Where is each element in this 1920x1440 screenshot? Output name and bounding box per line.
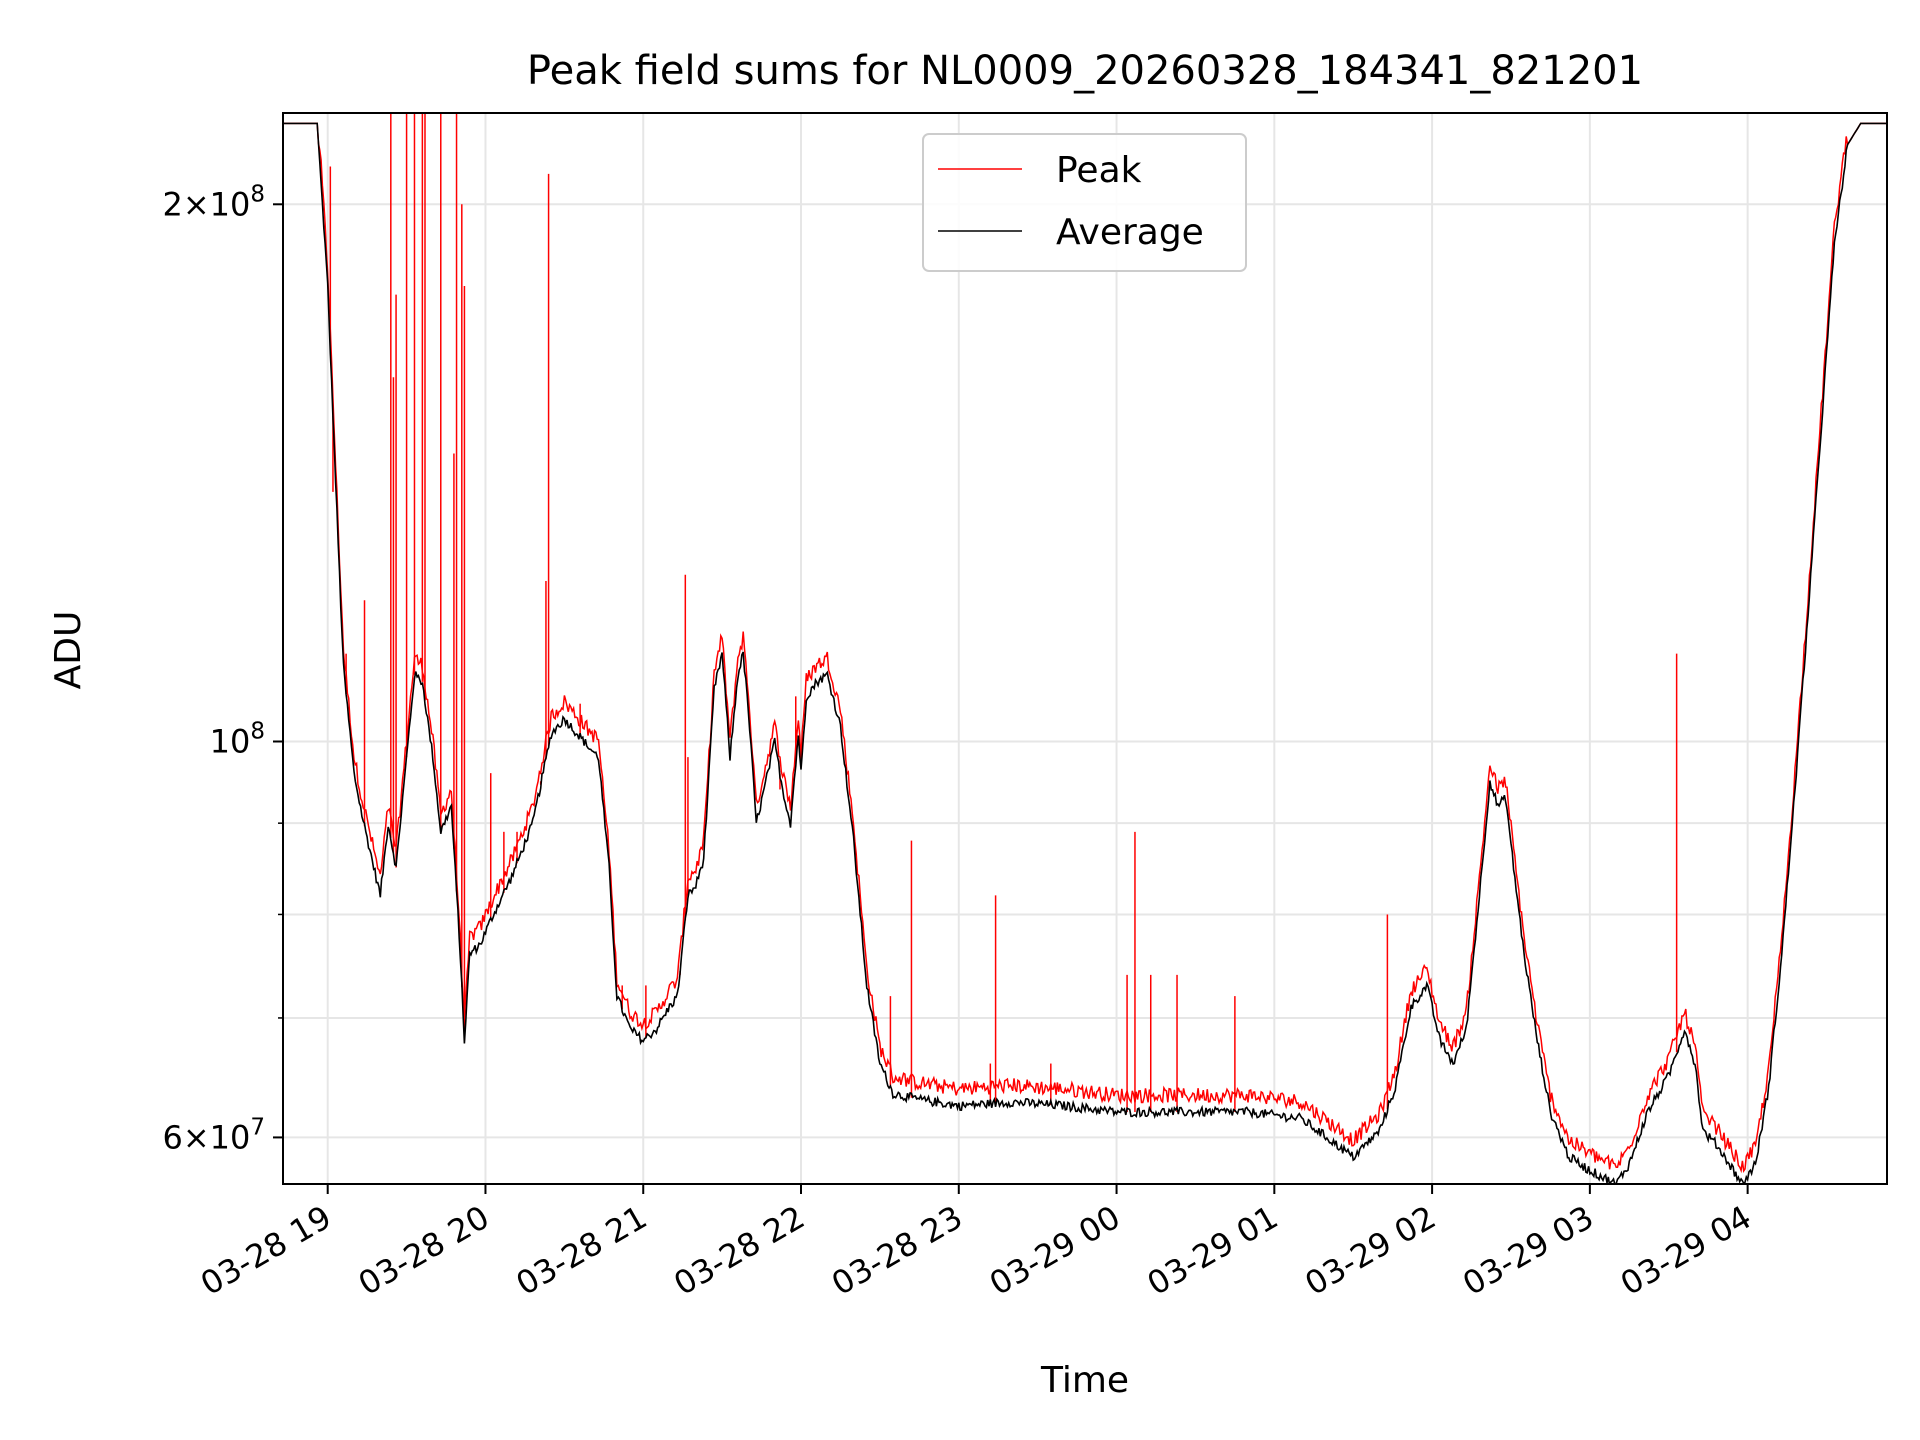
y-tick-label: 2×108: [162, 181, 265, 223]
y-ticks: 6×107 108 2×108: [162, 181, 283, 1156]
y-tick-label: 108: [210, 719, 265, 761]
series-layer: [283, 113, 1887, 1184]
y-tick-label: 6×107: [162, 1114, 265, 1156]
chart-title: Peak field sums for NL0009_20260328_1843…: [527, 48, 1643, 94]
legend-peak-label: Peak: [1056, 150, 1142, 191]
grid: [283, 113, 1887, 1184]
legend: Peak Average: [922, 133, 1247, 272]
plot-frame: [282, 112, 1888, 1185]
peak-series-line: [283, 122, 1887, 1174]
average-series-line: [283, 122, 1887, 1184]
plot-area: [283, 113, 1887, 1184]
y-axis-label: ADU: [48, 611, 89, 690]
legend-average-label: Average: [1056, 212, 1204, 253]
x-axis-label: Time: [1040, 1360, 1129, 1401]
